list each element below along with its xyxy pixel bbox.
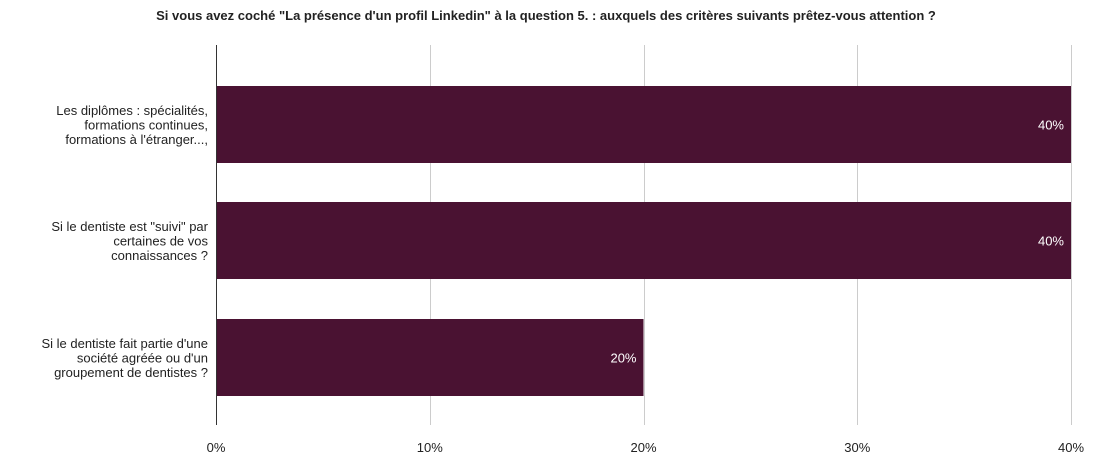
data-label-3: 20% <box>610 351 636 366</box>
data-labels: 40% 40% 20% <box>610 118 1064 366</box>
category-label-line: groupement de dentistes ? <box>54 365 208 380</box>
bars <box>217 86 1071 396</box>
x-tick-label-3: 30% <box>844 440 870 455</box>
x-axis-tick-labels: 0% 10% 20% 30% 40% <box>207 440 1085 455</box>
category-label-line: formations continues, <box>84 118 208 133</box>
category-label-line: société agréée ou d'un <box>77 351 208 366</box>
category-label-2: Si le dentiste est "suivi" par certaines … <box>51 219 208 263</box>
category-label-line: Si le dentiste fait partie d'une <box>41 336 208 351</box>
x-tick-label-2: 20% <box>630 440 656 455</box>
category-labels: Les diplômes : spécialités, formations co… <box>41 103 208 380</box>
bar-1 <box>217 86 1071 163</box>
data-label-1: 40% <box>1038 118 1064 133</box>
x-tick-label-4: 40% <box>1058 440 1084 455</box>
x-tick-label-0: 0% <box>207 440 226 455</box>
data-label-2: 40% <box>1038 234 1064 249</box>
x-tick-label-1: 10% <box>417 440 443 455</box>
category-label-line: certaines de vos <box>113 234 208 249</box>
category-label-line: Si le dentiste est "suivi" par <box>51 219 208 234</box>
category-label-line: connaissances ? <box>111 248 208 263</box>
chart-title: Si vous avez coché "La présence d'un pro… <box>156 8 936 23</box>
category-label-1: Les diplômes : spécialités, formations co… <box>56 103 208 147</box>
category-label-3: Si le dentiste fait partie d'une société … <box>41 336 208 380</box>
bar-2 <box>217 202 1071 279</box>
category-label-line: formations à l'étranger..., <box>65 132 208 147</box>
bar-3 <box>217 319 644 396</box>
category-label-line: Les diplômes : spécialités, <box>56 103 208 118</box>
